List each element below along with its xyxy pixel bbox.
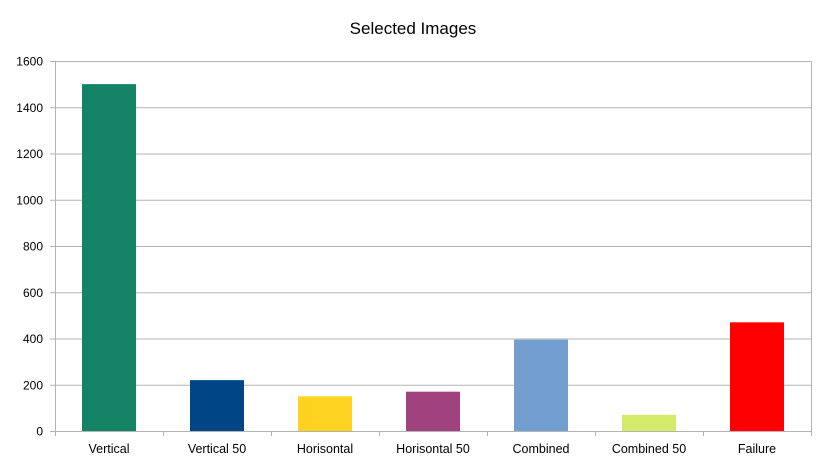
y-tick-label: 200: [23, 378, 43, 392]
bar-failure: [730, 322, 784, 431]
x-category-label: Vertical: [89, 442, 130, 456]
y-tick-label: 0: [36, 425, 43, 439]
bars: [82, 84, 784, 431]
y-tick-label: 600: [23, 286, 43, 300]
x-category-label: Failure: [738, 442, 776, 456]
y-axis-ticks: 0 200 400 600 800 1000 1200 1400 1600: [16, 55, 43, 439]
y-tick-label: 1400: [16, 101, 43, 115]
gridlines: [50, 61, 811, 432]
x-category-label: Combined: [513, 442, 570, 456]
bar-vertical: [82, 84, 136, 431]
bar-horisontal: [298, 396, 352, 431]
y-tick-label: 1000: [16, 193, 43, 207]
x-category-label: Horisontal: [297, 442, 353, 456]
bar-vertical-50: [190, 380, 244, 431]
y-tick-label: 1200: [16, 147, 43, 161]
y-tick-label: 400: [23, 332, 43, 346]
y-tick-label: 1600: [16, 55, 43, 69]
bar-horisontal-50: [406, 391, 460, 431]
bar-combined-50: [622, 414, 676, 431]
x-category-label: Vertical 50: [188, 442, 246, 456]
x-axis-labels: Vertical Vertical 50 Horisontal Horisontal …: [89, 442, 777, 456]
axes: [55, 61, 812, 436]
chart-title: Selected Images: [350, 19, 477, 38]
x-category-label: Horisontal 50: [396, 442, 470, 456]
x-category-label: Combined 50: [612, 442, 686, 456]
y-tick-label: 800: [23, 240, 43, 254]
bar-combined: [514, 339, 568, 431]
